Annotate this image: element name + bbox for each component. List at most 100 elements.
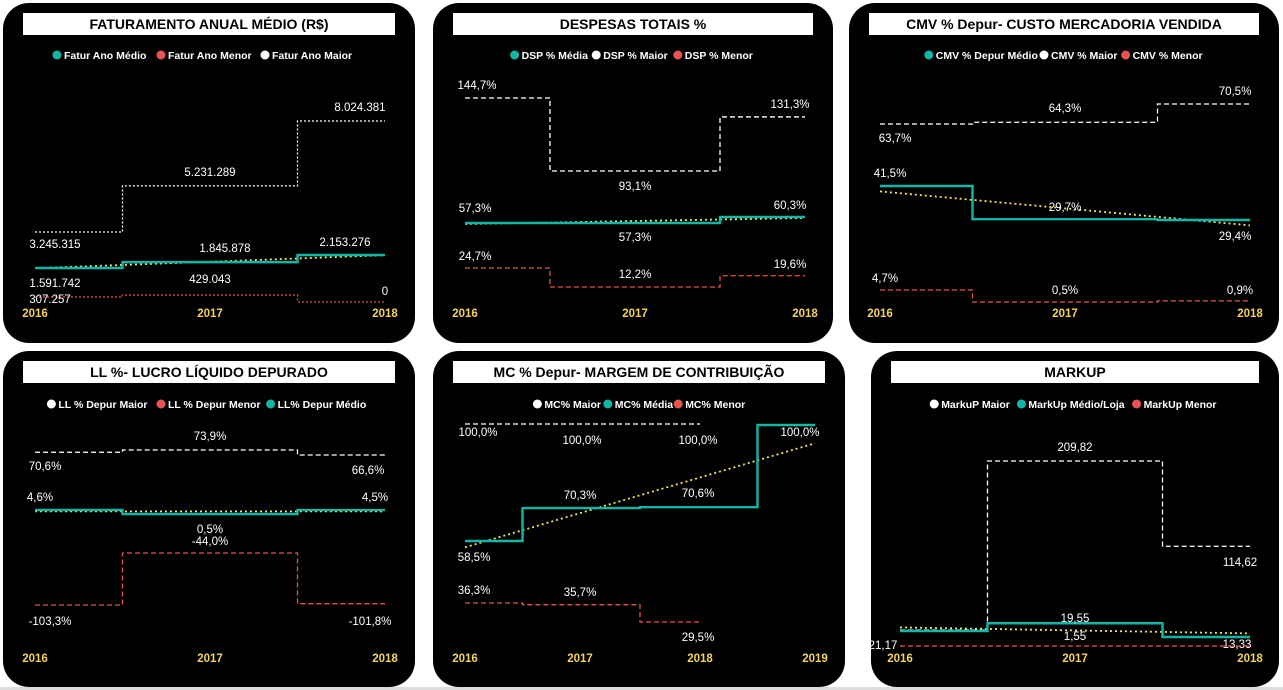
x-tick-label: 2018 (1237, 308, 1263, 320)
legend-label[interactable]: CMV % Menor (1133, 50, 1203, 62)
data-label: 4,7% (872, 273, 898, 285)
legend-marker (510, 50, 520, 60)
data-label: 1.845.878 (199, 243, 250, 255)
data-label: -101,8% (349, 616, 392, 628)
legend-marker (673, 399, 683, 409)
legend-marker (603, 399, 613, 409)
x-tick-label: 2017 (197, 653, 223, 665)
trend-line (879, 190, 1251, 227)
data-label: 29,4% (1219, 231, 1252, 243)
x-tick-label: 2018 (372, 653, 398, 665)
legend-label[interactable]: MC% Maior (544, 399, 601, 411)
chart-mc: MC% Maior MC% Média MC% Menor 100,0% 100,0% 1… (452, 399, 828, 665)
legend-label[interactable]: DSP % Média (522, 50, 588, 62)
legend-marker (156, 399, 166, 409)
legend-marker (1121, 50, 1131, 60)
data-label: 131,3% (770, 99, 809, 111)
data-label: 57,3% (459, 203, 492, 215)
series-line-2 (35, 120, 385, 233)
data-label: 70,6% (29, 461, 62, 473)
legend-marker (591, 50, 601, 60)
data-label: 41,5% (874, 168, 907, 180)
series-line-1 (465, 423, 815, 543)
series-line-1 (35, 294, 385, 303)
series-line-0 (900, 460, 1250, 631)
chart-title: MC % Depur- MARGEM DE CONTRIBUIÇÃO (453, 361, 825, 383)
data-label: 70,5% (1219, 86, 1252, 98)
data-label: 100,0% (678, 435, 717, 447)
series-line-2 (35, 508, 385, 516)
bottom-divider (0, 687, 1283, 690)
x-tick-label: 2017 (567, 653, 593, 665)
series-line-1 (465, 97, 805, 172)
legend-label[interactable]: Fatur Ano Médio (64, 50, 146, 62)
data-label: 4,5% (362, 492, 388, 504)
x-tick-label: 2017 (1052, 308, 1078, 320)
legend-label[interactable]: DSP % Maior (603, 50, 668, 62)
legend-label[interactable]: MarkuP Maior (941, 399, 1010, 411)
data-label: 70,3% (564, 490, 597, 502)
series-line-0 (465, 215, 805, 225)
legend-label[interactable]: MC% Média (615, 399, 674, 411)
x-tick-label: 2017 (1062, 653, 1088, 665)
chart-faturamento: Fatur Ano Médio Fatur Ano Menor Fatur Ano … (22, 50, 398, 320)
data-label: -103,3% (29, 616, 72, 628)
chart-cmv: CMV % Depur Médio CMV % Maior CMV % Menor 4… (867, 50, 1263, 320)
data-label: 70,6% (682, 488, 715, 500)
data-label: 114,62 (1223, 557, 1257, 569)
chart-ll: LL % Depur Maior LL % Depur Menor LL% Depu… (22, 399, 398, 665)
legend-label[interactable]: Fatur Ano Maior (272, 50, 352, 62)
data-label: 0 (382, 286, 388, 298)
data-label: 0,5% (1052, 285, 1078, 297)
legend-label[interactable]: MarkUp Menor (1144, 399, 1217, 411)
legend-marker (46, 399, 56, 409)
data-label: 8.024.381 (334, 102, 385, 114)
legend-label[interactable]: MarkUp Médio/Loja (1028, 399, 1124, 411)
data-label: 100,0% (780, 427, 819, 439)
legend-marker (1016, 399, 1026, 409)
data-label: 1,55 (1064, 631, 1086, 643)
series-line-1 (35, 552, 385, 606)
data-label: 63,7% (879, 133, 912, 145)
trend-line (464, 442, 816, 549)
legend-label[interactable]: MC% Menor (685, 399, 745, 411)
data-label: 35,7% (564, 587, 597, 599)
data-label: 429.043 (189, 274, 231, 286)
x-tick-label: 2016 (887, 653, 913, 665)
x-tick-label: 2017 (622, 308, 648, 320)
legend-label[interactable]: DSP % Menor (685, 50, 753, 62)
chart-title: CMV % Depur- CUSTO MERCADORIA VENDIDA (869, 13, 1259, 35)
data-label: 2.153.276 (319, 237, 370, 249)
data-label: 21,17 (869, 640, 898, 652)
data-label: 307.257 (29, 294, 71, 306)
legend-label[interactable]: CMV % Depur Médio (936, 50, 1038, 62)
x-tick-label: 2018 (792, 308, 818, 320)
legend-label[interactable]: LL % Depur Maior (58, 399, 147, 411)
legend-marker (532, 399, 542, 409)
data-label: 66,6% (352, 465, 385, 477)
legend: MC% Maior MC% Média MC% Menor (532, 399, 745, 411)
legend-label[interactable]: CMV % Maior (1051, 50, 1118, 62)
series-line-2 (880, 289, 1250, 303)
legend: Fatur Ano Médio Fatur Ano Menor Fatur Ano … (52, 50, 352, 62)
legend-label[interactable]: LL% Depur Médio (278, 399, 367, 411)
x-tick-label: 2017 (197, 308, 223, 320)
x-tick-label: 2016 (452, 653, 478, 665)
data-label: 36,3% (458, 585, 491, 597)
x-tick-label: 2016 (867, 308, 893, 320)
legend-label[interactable]: Fatur Ano Menor (168, 50, 252, 62)
x-tick-label: 2018 (372, 308, 398, 320)
legend-marker (1039, 50, 1049, 60)
panel-despesas: DESPESAS TOTAIS % (433, 3, 833, 343)
data-label: 13,33 (1223, 639, 1252, 651)
x-tick-label: 2016 (22, 308, 48, 320)
data-label: 100,0% (562, 435, 601, 447)
legend-label[interactable]: LL % Depur Menor (168, 399, 261, 411)
data-label: 209,82 (1057, 442, 1092, 454)
legend-marker (929, 399, 939, 409)
x-tick-label: 2016 (452, 308, 478, 320)
series-line-2 (465, 267, 805, 288)
series-line-0 (35, 253, 385, 270)
chart-title: LL %- LUCRO LÍQUIDO DEPURADO (23, 361, 395, 383)
